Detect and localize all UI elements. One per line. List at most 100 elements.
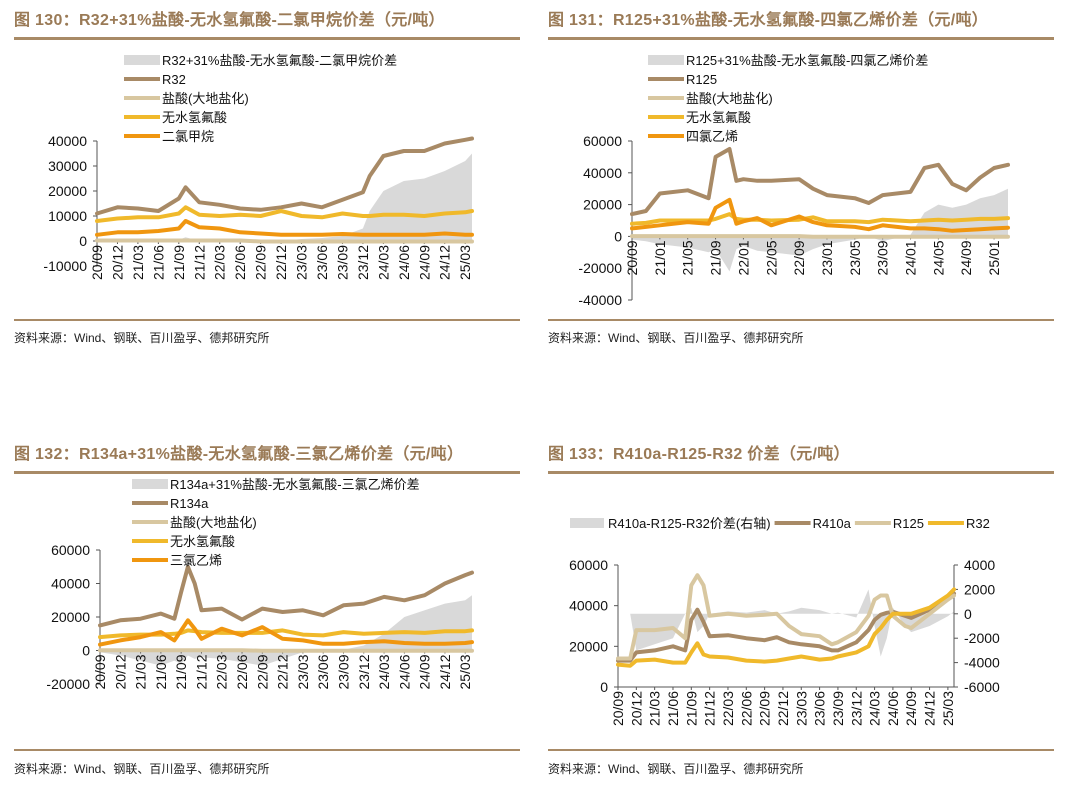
x-tick-label: 21/01 — [652, 240, 668, 275]
x-tick-label: 21/06 — [150, 245, 166, 280]
legend-label: 二氯甲烷 — [162, 129, 214, 144]
x-tick-label: 22/09 — [791, 240, 807, 275]
legend-label: 盐酸(大地盐化) — [170, 515, 257, 530]
x-tick-label: 20/09 — [92, 654, 108, 689]
chart-title: 图 132：R134a+31%盐酸-无水氢氟酸-三氯乙烯价差（元/吨） — [14, 446, 464, 463]
x-tick-label: 20/12 — [109, 245, 125, 280]
chart-title: 图 133：R410a-R125-R32 价差（元/吨） — [548, 446, 850, 463]
x-tick-label: 23/03 — [793, 691, 809, 726]
source-divider — [14, 749, 520, 751]
x-tick-label: 24/12 — [437, 245, 453, 280]
title-divider — [14, 37, 520, 40]
x-tick-label: 25/03 — [940, 691, 956, 726]
series-line-4 — [98, 618, 474, 647]
x-tick-label: 21/09 — [171, 245, 187, 280]
y-tick-label: 60000 — [51, 542, 90, 558]
y-tick-label: 20000 — [51, 609, 90, 625]
legend-label: R125 — [686, 72, 717, 87]
y-tick-label: 0 — [600, 679, 608, 695]
chart-svg: 40000 30000 20000 10000 0 -10000 20/09 20/12 21/… — [43, 53, 474, 280]
chart-panel-132: 图 132：R134a+31%盐酸-无水氢氟酸-三氯乙烯价差（元/吨） 6000… — [14, 440, 534, 785]
title-divider — [14, 471, 520, 474]
x-tick-label: 21/09 — [173, 654, 189, 689]
chart-panel-131: 图 131：R125+31%盐酸-无水氢氟酸-四氯乙烯价差（元/吨） 60000… — [548, 6, 1068, 351]
legend-label: R32+31%盐酸-无水氢氟酸-二氯甲烷价差 — [162, 53, 397, 68]
legend-label: 三氯乙烯 — [170, 553, 222, 568]
legend-label: R410a — [813, 516, 852, 531]
series-line-4 — [630, 197, 1010, 233]
y-tick-label: 0 — [79, 233, 87, 249]
x-tick-label: 21/12 — [193, 654, 209, 689]
x-tick-label: 23/12 — [356, 654, 372, 689]
legend-label: 盐酸(大地盐化) — [162, 91, 249, 106]
y-tick-label: 0 — [82, 643, 90, 659]
x-tick-label: 20/09 — [89, 245, 105, 280]
x-tick-label: 22/03 — [214, 654, 230, 689]
chart-svg: 60000 40000 20000 0 -20000 -40000 20/09 21/01 21… — [578, 53, 1010, 308]
legend-label: R125 — [893, 516, 924, 531]
x-tick-label: 24/09 — [958, 240, 974, 275]
y-tick-label: -10000 — [43, 258, 87, 274]
x-tick-label: 23/12 — [355, 245, 371, 280]
title-divider — [548, 37, 1054, 40]
chart-source: 资料来源：Wind、钢联、百川盈孚、德邦研究所 — [548, 331, 804, 345]
title-divider — [548, 471, 1054, 474]
x-tick-label: 20/12 — [112, 654, 128, 689]
y2-tick-label: 2000 — [964, 581, 995, 597]
x-tick-label: 22/06 — [234, 654, 250, 689]
legend-swatch-area — [124, 55, 160, 65]
source-divider — [548, 319, 1054, 321]
y-tick-label: 30000 — [48, 158, 87, 174]
x-tick-label: 22/05 — [763, 240, 779, 275]
x-tick-label: 21/09 — [708, 240, 724, 275]
series-area-0 — [632, 188, 1008, 272]
x-tick-label: 21/12 — [191, 245, 207, 280]
x-tick-label: 22/09 — [253, 245, 269, 280]
chart-title: 图 130：R32+31%盐酸-无水氢氟酸-二氯甲烷价差（元/吨） — [14, 12, 445, 29]
chart-panel-130: 图 130：R32+31%盐酸-无水氢氟酸-二氯甲烷价差（元/吨） 40000 3… — [14, 6, 534, 351]
chart-source: 资料来源：Wind、钢联、百川盈孚、德邦研究所 — [14, 762, 270, 776]
series-line-4 — [95, 219, 474, 237]
series-line-2 — [616, 573, 956, 661]
series-line-2 — [98, 648, 474, 653]
x-tick-label: 22/12 — [273, 245, 289, 280]
x-tick-label: 22/09 — [254, 654, 270, 689]
y-tick-label: 40000 — [51, 576, 90, 592]
x-tick-label: 24/05 — [930, 240, 946, 275]
x-tick-label: 23/09 — [830, 691, 846, 726]
y-tick-label: 60000 — [583, 133, 622, 149]
series-line-1 — [630, 147, 1010, 217]
series-line-3 — [95, 205, 474, 223]
series-line-1 — [95, 136, 474, 216]
x-tick-label: 23/03 — [295, 654, 311, 689]
y2-tick-label: 0 — [964, 606, 972, 622]
x-tick-label: 22/06 — [232, 245, 248, 280]
x-tick-label: 24/06 — [396, 654, 412, 689]
legend-label: R134a+31%盐酸-无水氢氟酸-三氯乙烯价差 — [170, 477, 420, 492]
x-tick-label: 21/06 — [665, 691, 681, 726]
x-tick-label: 25/01 — [986, 240, 1002, 275]
legend-label: R410a-R125-R32价差(右轴) — [608, 516, 771, 531]
series-area-0 — [97, 153, 472, 243]
legend-label: 四氯乙烯 — [686, 129, 738, 144]
x-tick-label: 24/03 — [867, 691, 883, 726]
x-tick-label: 25/03 — [457, 245, 473, 280]
x-tick-label: 23/06 — [812, 691, 828, 726]
series-line-2 — [95, 238, 474, 244]
x-tick-label: 21/05 — [680, 240, 696, 275]
y-tick-label: -20000 — [46, 676, 90, 692]
x-tick-label: 21/06 — [153, 654, 169, 689]
legend-label: 盐酸(大地盐化) — [686, 91, 773, 106]
x-tick-label: 20/09 — [624, 240, 640, 275]
x-tick-label: 23/01 — [819, 240, 835, 275]
x-tick-label: 21/09 — [683, 691, 699, 726]
x-tick-label: 21/03 — [133, 654, 149, 689]
x-tick-label: 23/05 — [847, 240, 863, 275]
y-tick-label: 20000 — [583, 197, 622, 213]
x-tick-label: 22/12 — [275, 654, 291, 689]
x-tick-label: 24/09 — [417, 654, 433, 689]
source-divider — [14, 319, 520, 321]
x-tick-label: 24/09 — [903, 691, 919, 726]
y-tick-label: 10000 — [48, 208, 87, 224]
legend-label: R32 — [162, 72, 186, 87]
